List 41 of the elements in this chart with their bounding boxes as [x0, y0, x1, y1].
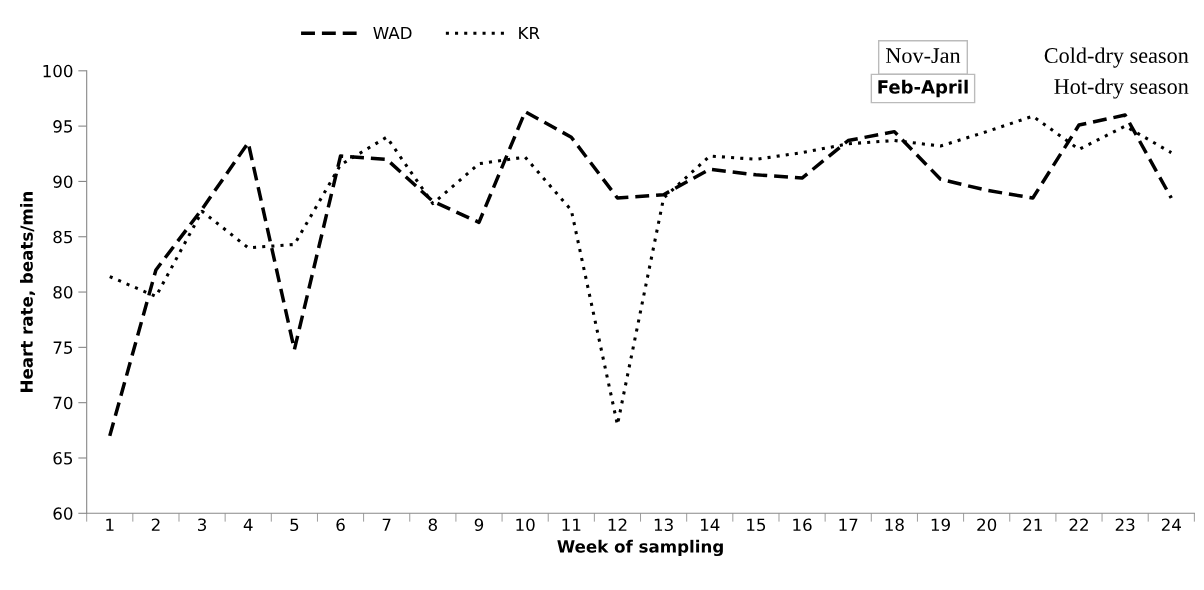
y-tick-label: 75 — [53, 341, 73, 354]
x-tick-label: 5 — [290, 518, 299, 532]
x-tick-label: 22 — [1069, 518, 1088, 531]
x-tick-label: 8 — [428, 518, 437, 532]
x-tick-label: 13 — [654, 518, 673, 532]
x-tick-label: 16 — [793, 518, 812, 532]
x-tick-label: 10 — [516, 518, 535, 532]
y-tick-label: 85 — [53, 230, 73, 244]
y-tick-label: 70 — [53, 396, 73, 410]
x-tick-label: 20 — [977, 518, 997, 532]
x-tick-label: 15 — [747, 518, 766, 532]
x-tick-label: 24 — [1161, 518, 1181, 531]
legend-label: WAD — [373, 26, 412, 40]
x-tick-label: 2 — [151, 518, 160, 531]
legend-label: KR — [519, 26, 540, 40]
x-tick-label: 21 — [1023, 518, 1042, 531]
text: Cold-dry season — [1044, 47, 1189, 68]
x-tick-label: 19 — [931, 518, 950, 532]
y-tick-label: 95 — [53, 120, 73, 133]
x-tick-label: 9 — [474, 518, 484, 532]
x-tick-label: 3 — [198, 518, 207, 532]
x-tick-label: 12 — [608, 518, 627, 531]
x-tick-label: 6 — [336, 518, 345, 532]
y-axis-title: Heart rate, beats/min — [20, 191, 36, 392]
annotation: Hot-dry season — [1054, 78, 1189, 99]
x-tick-label: 14 — [700, 518, 720, 531]
x-axis-title: Week of sampling — [557, 539, 723, 557]
x-tick-label: 11 — [562, 518, 581, 531]
y-tick-label: 80 — [53, 286, 73, 299]
x-tick-label: 17 — [839, 518, 858, 531]
x-tick-label: 18 — [885, 518, 904, 532]
x-tick-label: 23 — [1115, 518, 1135, 532]
x-tick-label: 7 — [382, 518, 391, 531]
y-tick-label: 65 — [53, 451, 73, 465]
y-tick-label: 90 — [53, 175, 73, 188]
annotation: Feb-April — [878, 79, 968, 98]
y-tick-label: 100 — [43, 64, 73, 78]
y-tick-label: 60 — [53, 507, 73, 520]
x-tick-label: 4 — [243, 518, 253, 531]
text: Nov-Jan — [885, 48, 961, 64]
x-tick-label: 1 — [106, 518, 114, 531]
